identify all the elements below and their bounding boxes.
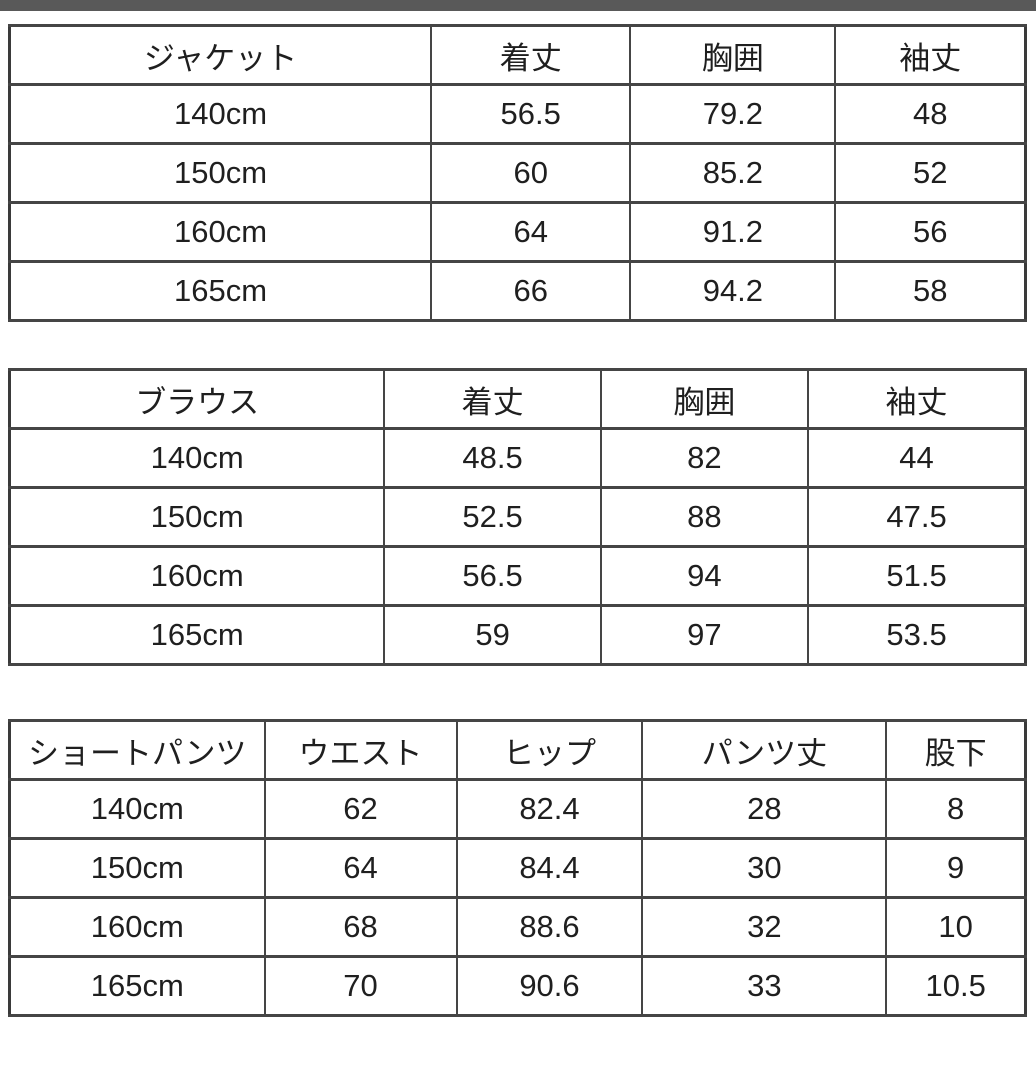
column-header-cell: 着丈 (383, 368, 602, 430)
table-row: 150cm 52.5 88 47.5 (8, 486, 1027, 548)
measurement-cell: 9 (885, 837, 1027, 899)
measurement-cell: 28 (641, 778, 888, 840)
size-label-cell: 160cm (8, 201, 433, 263)
measurement-cell: 91.2 (629, 201, 837, 263)
measurement-cell: 10 (885, 896, 1027, 958)
table-row: 160cm 68 88.6 32 10 (8, 896, 1027, 958)
size-table-short-pants: ショートパンツ ウエスト ヒップ パンツ丈 股下 140cm 62 82.4 28 8 150cm 6… (8, 719, 1027, 1017)
measurement-cell: 64 (430, 201, 632, 263)
measurement-cell: 94 (599, 545, 810, 607)
measurement-cell: 59 (383, 604, 602, 666)
column-header-cell: 胸囲 (629, 24, 837, 86)
size-label-cell: 140cm (8, 427, 386, 489)
measurement-cell: 60 (430, 142, 632, 204)
table-row: 150cm 60 85.2 52 (8, 142, 1027, 204)
measurement-cell: 82 (599, 427, 810, 489)
measurement-cell: 66 (430, 260, 632, 322)
measurement-cell: 56 (834, 201, 1027, 263)
top-bar (0, 0, 1036, 11)
measurement-cell: 90.6 (455, 955, 644, 1017)
header-row: ショートパンツ ウエスト ヒップ パンツ丈 股下 (8, 719, 1027, 781)
column-header-cell: 胸囲 (599, 368, 810, 430)
size-table-blouse: ブラウス 着丈 胸囲 袖丈 140cm 48.5 82 44 150cm 52.5 88 47.5 16… (8, 368, 1027, 666)
size-label-cell: 165cm (8, 955, 266, 1017)
size-label-cell: 160cm (8, 896, 266, 958)
measurement-cell: 32 (641, 896, 888, 958)
measurement-cell: 33 (641, 955, 888, 1017)
measurement-cell: 85.2 (629, 142, 837, 204)
measurement-cell: 52 (834, 142, 1027, 204)
header-row: ブラウス 着丈 胸囲 袖丈 (8, 368, 1027, 430)
table-title-cell: ショートパンツ (8, 719, 266, 781)
measurement-cell: 47.5 (807, 486, 1027, 548)
measurement-cell: 30 (641, 837, 888, 899)
measurement-cell: 58 (834, 260, 1027, 322)
measurement-cell: 68 (263, 896, 458, 958)
measurement-cell: 94.2 (629, 260, 837, 322)
table-row: 140cm 62 82.4 28 8 (8, 778, 1027, 840)
size-table-jacket: ジャケット 着丈 胸囲 袖丈 140cm 56.5 79.2 48 150cm 60 85.2 52 1… (8, 24, 1027, 322)
size-label-cell: 165cm (8, 260, 433, 322)
column-header-cell: ウエスト (263, 719, 458, 781)
measurement-cell: 64 (263, 837, 458, 899)
measurement-cell: 44 (807, 427, 1027, 489)
table-row: 160cm 64 91.2 56 (8, 201, 1027, 263)
table-row: 165cm 66 94.2 58 (8, 260, 1027, 322)
measurement-cell: 79.2 (629, 83, 837, 145)
column-header-cell: 袖丈 (807, 368, 1027, 430)
measurement-cell: 88.6 (455, 896, 644, 958)
table-row: 140cm 56.5 79.2 48 (8, 83, 1027, 145)
table-row: 140cm 48.5 82 44 (8, 427, 1027, 489)
header-row: ジャケット 着丈 胸囲 袖丈 (8, 24, 1027, 86)
column-header-cell: 股下 (885, 719, 1027, 781)
size-label-cell: 150cm (8, 142, 433, 204)
measurement-cell: 82.4 (455, 778, 644, 840)
measurement-cell: 48 (834, 83, 1027, 145)
size-label-cell: 165cm (8, 604, 386, 666)
measurement-cell: 56.5 (383, 545, 602, 607)
measurement-cell: 53.5 (807, 604, 1027, 666)
measurement-cell: 8 (885, 778, 1027, 840)
table-title-cell: ジャケット (8, 24, 433, 86)
size-label-cell: 140cm (8, 83, 433, 145)
size-label-cell: 150cm (8, 486, 386, 548)
table-row: 160cm 56.5 94 51.5 (8, 545, 1027, 607)
measurement-cell: 70 (263, 955, 458, 1017)
column-header-cell: 着丈 (430, 24, 632, 86)
column-header-cell: パンツ丈 (641, 719, 888, 781)
size-label-cell: 150cm (8, 837, 266, 899)
measurement-cell: 97 (599, 604, 810, 666)
measurement-cell: 56.5 (430, 83, 632, 145)
size-label-cell: 160cm (8, 545, 386, 607)
measurement-cell: 88 (599, 486, 810, 548)
measurement-cell: 48.5 (383, 427, 602, 489)
measurement-cell: 10.5 (885, 955, 1027, 1017)
table-row: 165cm 59 97 53.5 (8, 604, 1027, 666)
measurement-cell: 52.5 (383, 486, 602, 548)
measurement-cell: 84.4 (455, 837, 644, 899)
column-header-cell: 袖丈 (834, 24, 1027, 86)
measurement-cell: 62 (263, 778, 458, 840)
table-title-cell: ブラウス (8, 368, 386, 430)
table-row: 150cm 64 84.4 30 9 (8, 837, 1027, 899)
column-header-cell: ヒップ (455, 719, 644, 781)
table-row: 165cm 70 90.6 33 10.5 (8, 955, 1027, 1017)
size-charts: ジャケット 着丈 胸囲 袖丈 140cm 56.5 79.2 48 150cm 60 85.2 52 1… (8, 11, 1027, 1017)
measurement-cell: 51.5 (807, 545, 1027, 607)
size-label-cell: 140cm (8, 778, 266, 840)
